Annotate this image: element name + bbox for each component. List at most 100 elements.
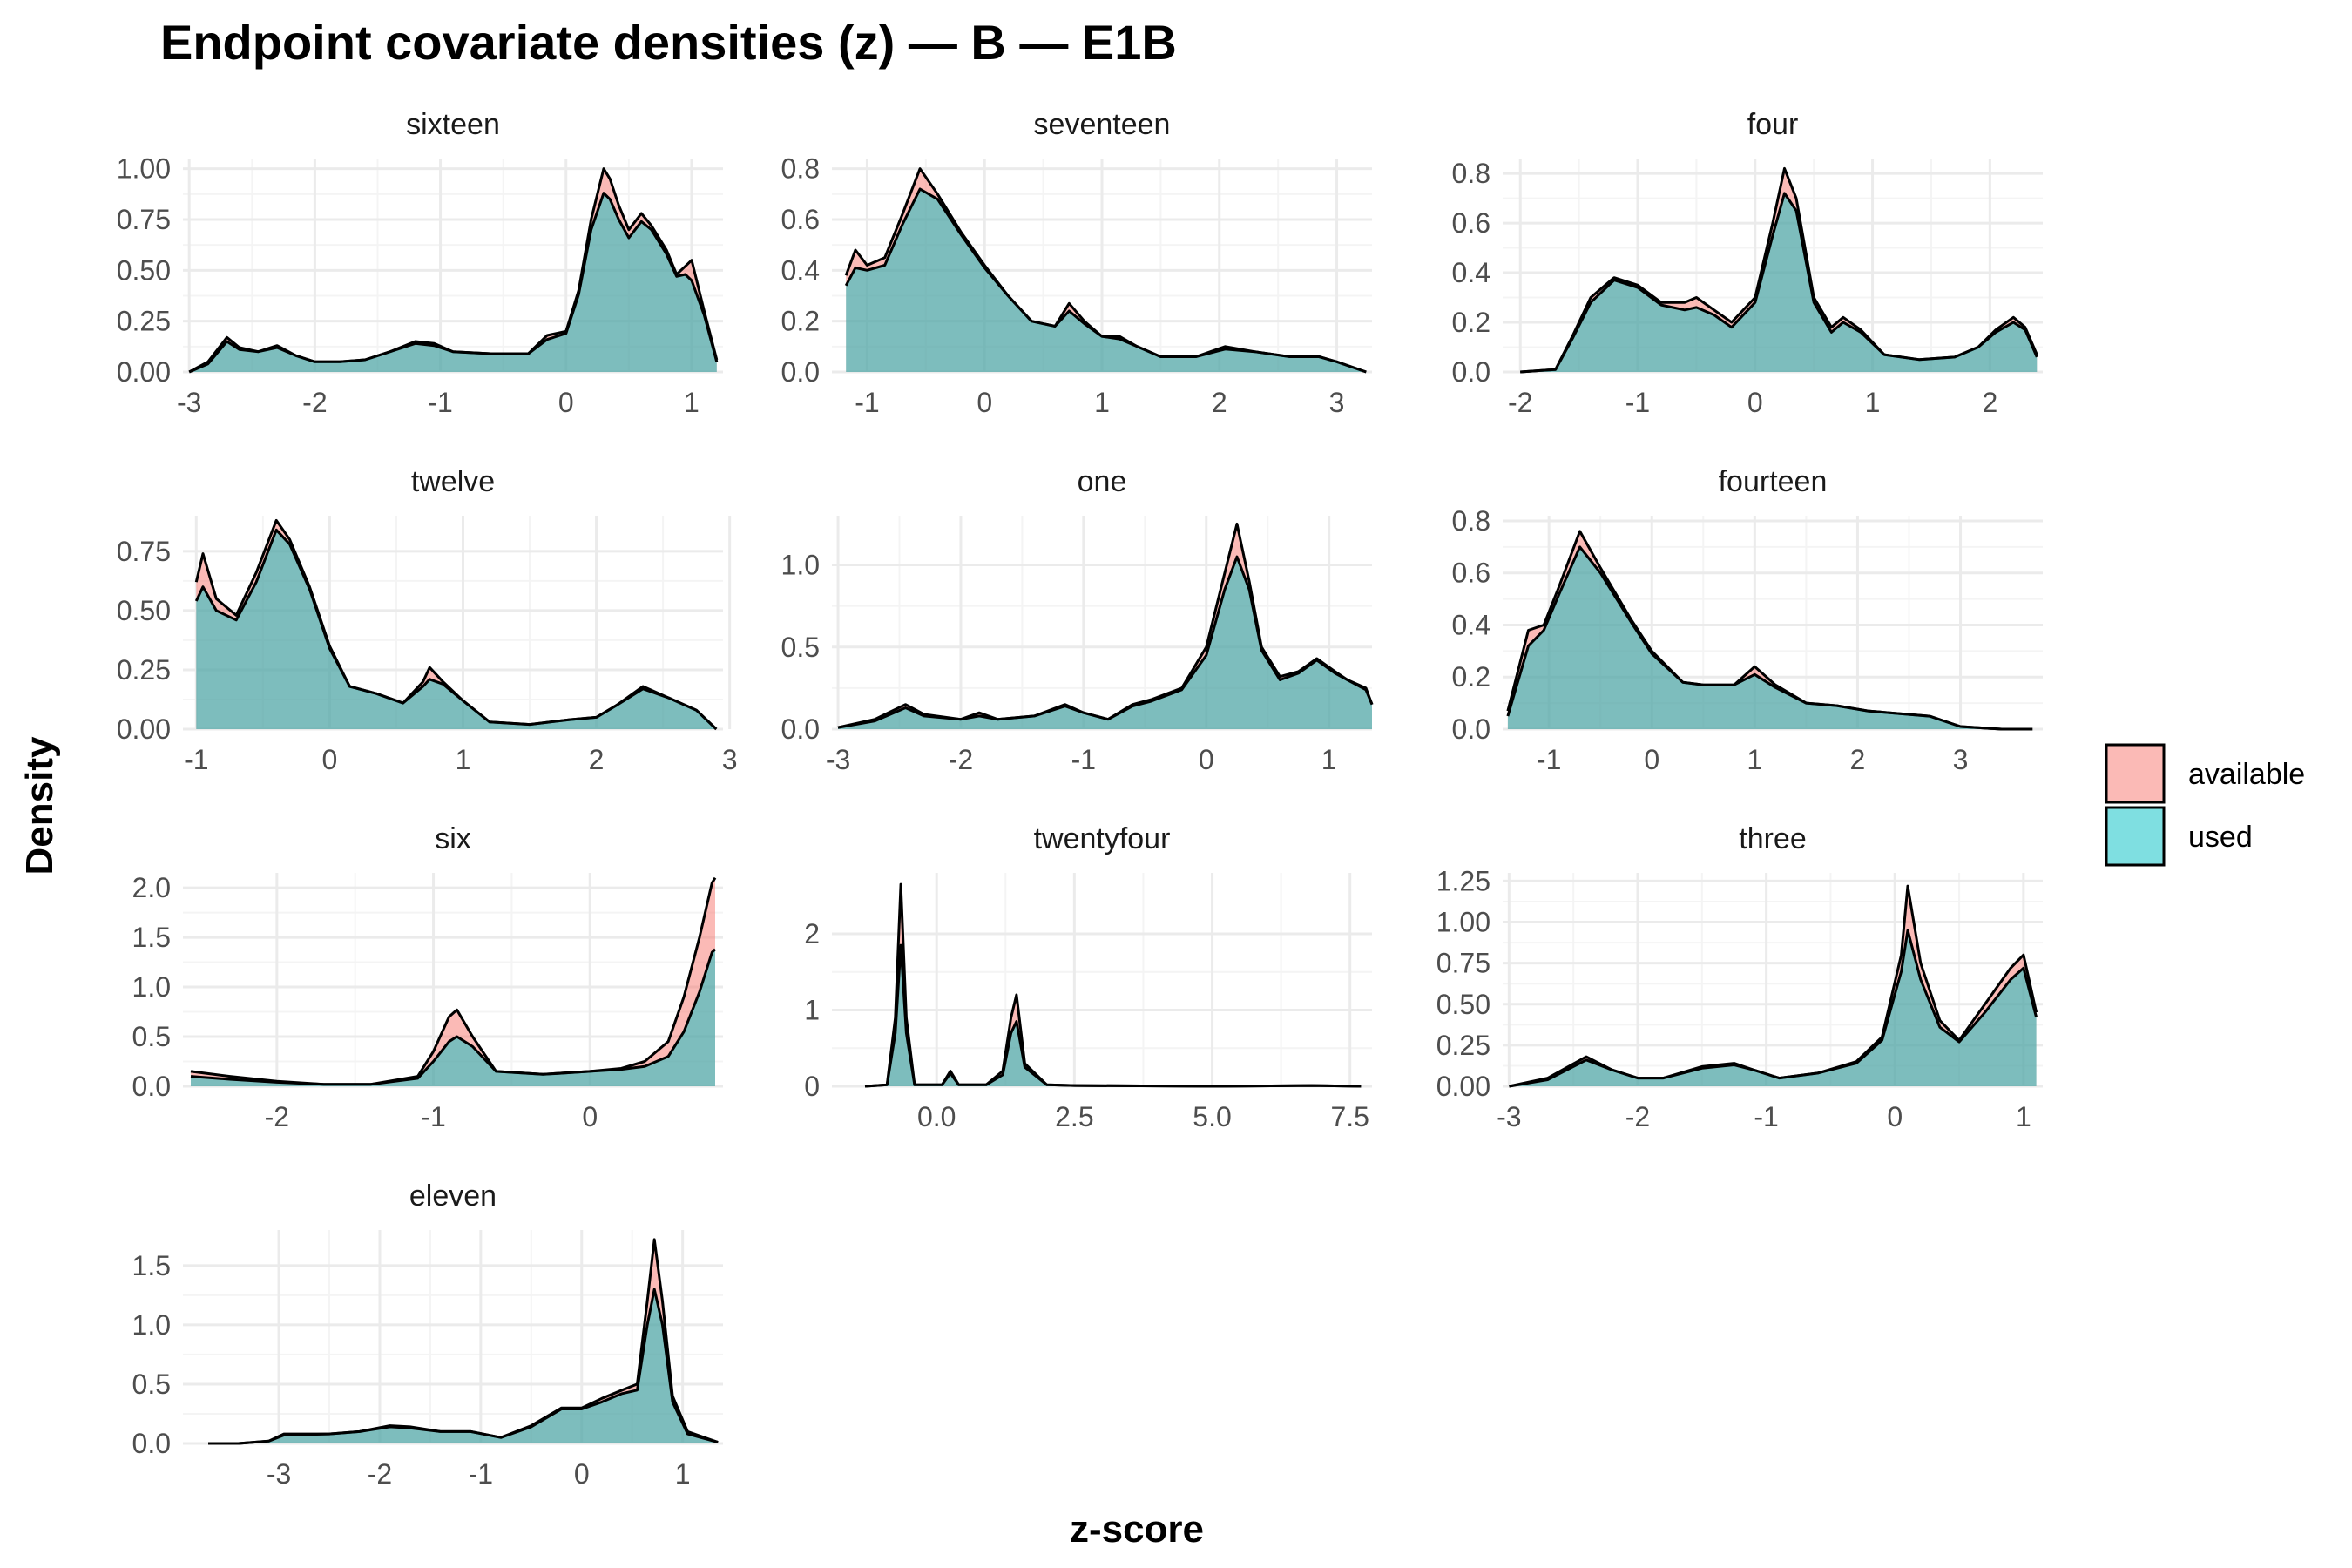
y-axis-title: Density: [18, 736, 61, 875]
facet-panels: sixteen-3 -2 -1 0 10.000.250.500.751.00seven…: [117, 108, 2043, 1490]
y-tick-label: 0.4: [781, 254, 820, 286]
y-tick-label: 0.5: [132, 1369, 171, 1400]
density-line-used: [1509, 929, 2038, 1088]
density-area-used: [208, 1289, 719, 1443]
y-tick-label: 0: [804, 1071, 820, 1102]
x-tick-label: 1: [456, 744, 471, 775]
y-tick-label: 0.8: [1452, 158, 1490, 189]
x-tick-label: -1: [1625, 387, 1650, 418]
density-line-used: [1506, 545, 2033, 731]
y-tick-label: 0.75: [117, 204, 171, 235]
y-tick-label: 0.2: [1452, 661, 1490, 693]
x-tick-label: 0: [321, 744, 337, 775]
y-tick-label: 0.8: [1452, 505, 1490, 537]
density-area-used: [1520, 193, 2038, 372]
x-tick-label: 2: [1212, 387, 1227, 418]
y-tick-label: 1.0: [132, 1309, 171, 1341]
y-tick-label: 0.25: [117, 654, 171, 686]
x-tick-label: -2: [1508, 387, 1532, 418]
x-tick-label: 2: [589, 744, 605, 775]
y-tick-label: 1.0: [132, 971, 171, 1003]
x-tick-label: -2: [265, 1101, 289, 1132]
legend-label-available: available: [2188, 758, 2305, 791]
y-tick-label: 0.6: [1452, 207, 1490, 239]
density-line-used: [837, 555, 1374, 729]
x-tick-label: -3: [826, 744, 850, 775]
density-area-used: [191, 949, 715, 1086]
density-line-used: [844, 187, 1367, 374]
panel-title-eleven: eleven: [409, 1179, 497, 1213]
y-tick-label: 0.5: [132, 1021, 171, 1052]
y-tick-label: 0.0: [132, 1071, 171, 1102]
x-tick-label: 0: [1747, 387, 1763, 418]
density-area-used: [189, 193, 717, 372]
y-tick-label: 0.50: [117, 254, 171, 286]
x-tick-label: 2: [1850, 744, 1866, 775]
legend: available used: [2105, 743, 2305, 867]
x-tick-label: -1: [1071, 744, 1096, 775]
density-line-used: [194, 528, 718, 731]
x-tick-label: 7.5: [1330, 1101, 1369, 1132]
x-tick-label: -1: [428, 387, 452, 418]
panel-title-four: four: [1747, 108, 1799, 141]
x-tick-label: -2: [1625, 1101, 1650, 1132]
y-tick-label: 0.8: [781, 153, 820, 185]
y-tick-label: 1.00: [1436, 907, 1490, 938]
x-tick-label: 1: [1094, 387, 1110, 418]
y-tick-label: 0.00: [117, 356, 171, 388]
x-tick-label: 1: [1865, 387, 1881, 418]
y-tick-label: 1.00: [117, 153, 171, 185]
density-line-available: [188, 167, 719, 374]
y-tick-label: 0.0: [132, 1428, 171, 1459]
x-tick-label: 0: [977, 387, 992, 418]
y-tick-label: 1: [804, 995, 820, 1026]
x-tick-label: 3: [1953, 744, 1969, 775]
density-line-used: [208, 1288, 719, 1445]
x-tick-label: -2: [368, 1458, 392, 1490]
x-tick-label: 3: [1329, 387, 1345, 418]
x-tick-label: 0: [1644, 744, 1659, 775]
x-tick-label: -3: [267, 1458, 291, 1490]
density-area-used: [196, 530, 717, 729]
y-tick-label: 0.0: [1452, 356, 1490, 388]
x-tick-label: -1: [1537, 744, 1561, 775]
density-line-available: [864, 882, 1362, 1088]
panel-title-seventeen: seventeen: [1034, 108, 1171, 141]
panel-twelve: twelve -1 0 1 2 3 0.00 0.25 0.50 0.75: [117, 465, 738, 775]
y-tick-label: 2.0: [132, 872, 171, 903]
y-tick-label: 0.2: [781, 306, 820, 337]
density-line-used: [188, 192, 719, 374]
legend-key-used: [2105, 806, 2166, 867]
x-tick-label: -1: [184, 744, 208, 775]
density-line-used: [190, 948, 717, 1086]
y-tick-label: 1.0: [781, 550, 820, 581]
density-area-used: [865, 945, 1362, 1086]
panel-title-fourteen: fourteen: [1719, 465, 1828, 498]
x-tick-label: -2: [302, 387, 327, 418]
y-tick-label: 0.75: [1436, 948, 1490, 979]
y-tick-label: 0.00: [117, 713, 171, 745]
x-tick-label: 0: [1199, 744, 1214, 775]
x-tick-label: 1: [1747, 744, 1762, 775]
y-tick-label: 0.2: [1452, 307, 1490, 338]
x-tick-label: -1: [421, 1101, 445, 1132]
y-tick-label: 0.0: [781, 713, 820, 745]
y-tick-label: 0.0: [1452, 713, 1490, 745]
panel-fourteen: fourteen -1 0 1 2 3 0.0 0.2 0.4 0.6 0.8: [1452, 465, 2043, 775]
x-tick-label: -3: [177, 387, 201, 418]
panel-eleven: eleven -3 -2 -1 0 1 0.0 0.5 1.0 1.5: [132, 1179, 723, 1490]
density-line-used: [1520, 192, 2038, 374]
legend-key-available: [2105, 743, 2166, 804]
panel-one: one -3 -2 -1 0 1 0.0 0.5 1.0: [781, 465, 1374, 775]
x-tick-label: 0: [1887, 1101, 1903, 1132]
y-tick-label: 0.00: [1436, 1071, 1490, 1102]
y-tick-label: 1.5: [132, 1250, 171, 1281]
x-tick-label: 1: [2016, 1101, 2031, 1132]
y-tick-label: 0.6: [781, 204, 820, 235]
panel-title-twelve: twelve: [411, 465, 495, 498]
x-tick-label: 2: [1982, 387, 1997, 418]
density-area-used: [1509, 930, 2037, 1086]
x-tick-label: 2.5: [1055, 1101, 1093, 1132]
y-tick-label: 2: [804, 918, 820, 950]
